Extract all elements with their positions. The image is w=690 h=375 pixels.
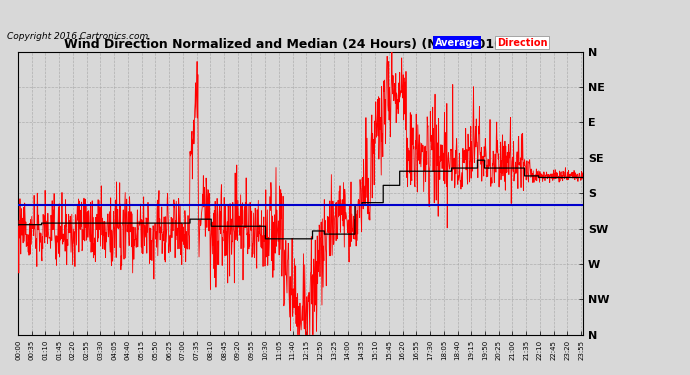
Text: Average: Average (435, 38, 480, 48)
Text: Direction: Direction (497, 38, 547, 48)
Title: Wind Direction Normalized and Median (24 Hours) (New) 20160312: Wind Direction Normalized and Median (24… (63, 38, 538, 51)
Text: Copyright 2016 Cartronics.com: Copyright 2016 Cartronics.com (7, 32, 148, 41)
